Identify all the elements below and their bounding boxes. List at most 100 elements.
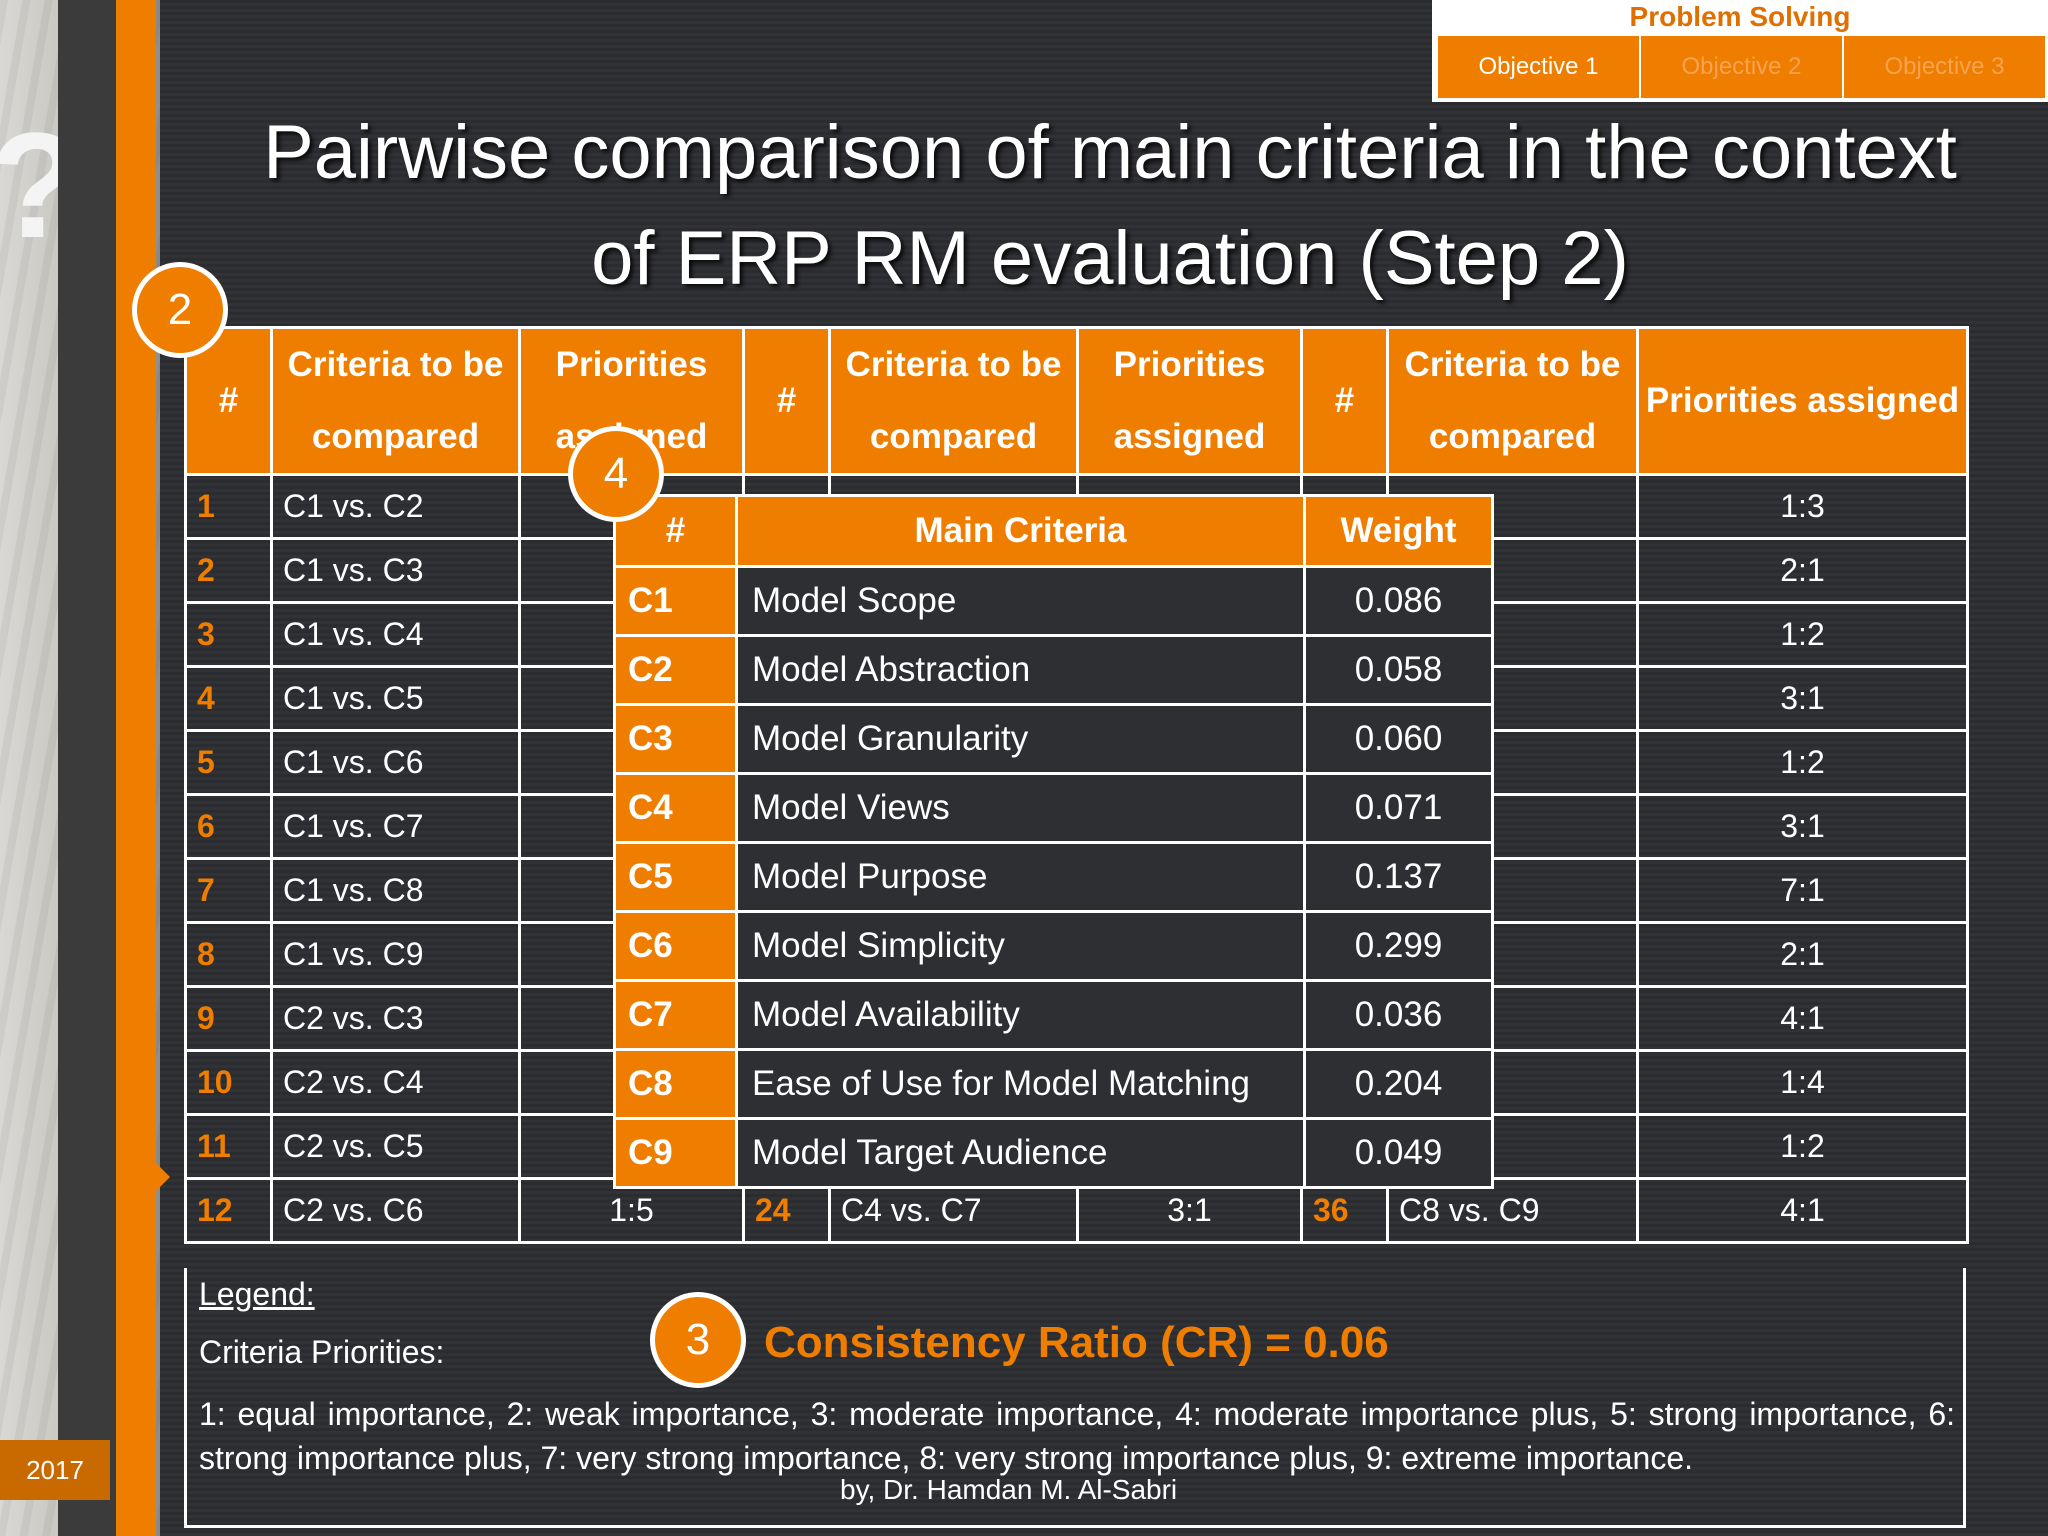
priority-cell: 4:1: [1636, 1177, 1969, 1244]
header-num: #: [1300, 326, 1389, 476]
objective-nav: Problem Solving Objective 1 Objective 2 …: [1432, 0, 2048, 102]
consistency-ratio: Consistency Ratio (CR) = 0.06: [764, 1318, 1389, 1367]
header-priorities: Priorities assigned: [518, 326, 745, 476]
table-header-row: # Criteria to be compared Priorities ass…: [184, 326, 1969, 476]
left-orange-band: [116, 0, 156, 1536]
nav-title: Problem Solving: [1629, 1, 1851, 32]
criterion-name: Model Simplicity: [735, 910, 1306, 982]
criterion-name: Model Availability: [735, 979, 1306, 1051]
weights-header-row: # Main Criteria Weight: [613, 494, 1494, 568]
weights-row: C4 Model Views 0.071: [613, 772, 1494, 844]
weights-row: C1 Model Scope 0.086: [613, 565, 1494, 637]
criterion-name: Model Purpose: [735, 841, 1306, 913]
header-criteria: Criteria to be compared: [828, 326, 1079, 476]
tab-objective-2[interactable]: Objective 2: [1641, 36, 1842, 98]
criterion-name: Ease of Use for Model Matching: [735, 1048, 1306, 1120]
priority-cell: 1:3: [1636, 473, 1969, 540]
header-priorities: Priorities assigned: [1076, 326, 1303, 476]
priority-cell: 2:1: [1636, 921, 1969, 988]
criteria-cell: C1 vs. C5: [270, 665, 521, 732]
header-num: #: [742, 326, 831, 476]
priority-cell: 7:1: [1636, 857, 1969, 924]
criterion-name: Model Views: [735, 772, 1306, 844]
row-number: 2: [184, 537, 273, 604]
priority-cell: 1:2: [1636, 601, 1969, 668]
header-priorities: Priorities assigned: [1636, 326, 1969, 476]
criterion-name: Model Target Audience: [735, 1117, 1306, 1189]
step-marker-3: 3: [650, 1292, 746, 1388]
criterion-weight: 0.036: [1303, 979, 1494, 1051]
criterion-weight: 0.060: [1303, 703, 1494, 775]
priority-cell: 3:1: [1636, 665, 1969, 732]
criterion-code: C8: [613, 1048, 738, 1120]
legend-heading: Legend:: [199, 1276, 315, 1312]
priority-cell: 3:1: [1636, 793, 1969, 860]
tab-objective-3[interactable]: Objective 3: [1844, 36, 2045, 98]
criteria-cell: C2 vs. C4: [270, 1049, 521, 1116]
criteria-cell: C1 vs. C2: [270, 473, 521, 540]
legend-subheading: Criteria Priorities:: [199, 1334, 445, 1370]
row-number: 7: [184, 857, 273, 924]
row-number: 5: [184, 729, 273, 796]
weights-body: C1 Model Scope 0.086 C2 Model Abstraction 0.0…: [613, 565, 1494, 1189]
priority-cell: 1:2: [1636, 1113, 1969, 1180]
weights-row: C6 Model Simplicity 0.299: [613, 910, 1494, 982]
priority-cell: 4:1: [1636, 985, 1969, 1052]
row-number: 4: [184, 665, 273, 732]
author-byline: by, Dr. Hamdan M. Al-Sabri: [840, 1474, 1178, 1505]
row-number: 9: [184, 985, 273, 1052]
criterion-code: C4: [613, 772, 738, 844]
row-number: 6: [184, 793, 273, 860]
header-criteria: Criteria to be compared: [1386, 326, 1639, 476]
left-band-notch: [148, 1155, 170, 1199]
row-number: 1: [184, 473, 273, 540]
year-label: 2017: [0, 1440, 110, 1500]
row-number: 8: [184, 921, 273, 988]
step-marker-2: 2: [132, 262, 228, 358]
slide-title: Pairwise comparison of main criteria in …: [263, 110, 1957, 301]
weights-row: C2 Model Abstraction 0.058: [613, 634, 1494, 706]
criteria-cell: C2 vs. C6: [270, 1177, 521, 1244]
criterion-weight: 0.049: [1303, 1117, 1494, 1189]
header-criteria: Criteria to be compared: [270, 326, 521, 476]
criterion-weight: 0.086: [1303, 565, 1494, 637]
legend-box: Legend: Criteria Priorities: 1: equal im…: [184, 1268, 1966, 1528]
weights-row: C3 Model Granularity 0.060: [613, 703, 1494, 775]
weights-row: C7 Model Availability 0.036: [613, 979, 1494, 1051]
criterion-weight: 0.204: [1303, 1048, 1494, 1120]
weights-header-criteria: Main Criteria: [735, 494, 1306, 568]
criteria-cell: C1 vs. C6: [270, 729, 521, 796]
weights-header-weight: Weight: [1303, 494, 1494, 568]
criterion-code: C9: [613, 1117, 738, 1189]
criterion-code: C7: [613, 979, 738, 1051]
criteria-weights-table: # Main Criteria Weight C1 Model Scope 0.08…: [613, 494, 1494, 1189]
priority-cell: 1:4: [1636, 1049, 1969, 1116]
criteria-cell: C1 vs. C7: [270, 793, 521, 860]
criterion-weight: 0.071: [1303, 772, 1494, 844]
step-marker-4: 4: [568, 426, 664, 522]
criteria-cell: C1 vs. C8: [270, 857, 521, 924]
criterion-weight: 0.058: [1303, 634, 1494, 706]
tab-objective-1[interactable]: Objective 1: [1438, 36, 1639, 98]
criterion-weight: 0.137: [1303, 841, 1494, 913]
left-dark-band: [58, 0, 116, 1536]
legend-text: 1: equal importance, 2: weak importance,…: [199, 1396, 1955, 1476]
criterion-name: Model Granularity: [735, 703, 1306, 775]
criterion-name: Model Abstraction: [735, 634, 1306, 706]
row-number: 12: [184, 1177, 273, 1244]
row-number: 11: [184, 1113, 273, 1180]
criterion-code: C6: [613, 910, 738, 982]
weights-row: C8 Ease of Use for Model Matching 0.204: [613, 1048, 1494, 1120]
criteria-cell: C1 vs. C4: [270, 601, 521, 668]
criterion-weight: 0.299: [1303, 910, 1494, 982]
criterion-code: C3: [613, 703, 738, 775]
criterion-name: Model Scope: [735, 565, 1306, 637]
criteria-cell: C2 vs. C5: [270, 1113, 521, 1180]
weights-row: C9 Model Target Audience 0.049: [613, 1117, 1494, 1189]
criteria-cell: C1 vs. C3: [270, 537, 521, 604]
priority-cell: 2:1: [1636, 537, 1969, 604]
weights-row: C5 Model Purpose 0.137: [613, 841, 1494, 913]
row-number: 3: [184, 601, 273, 668]
criterion-code: C1: [613, 565, 738, 637]
priority-cell: 1:2: [1636, 729, 1969, 796]
